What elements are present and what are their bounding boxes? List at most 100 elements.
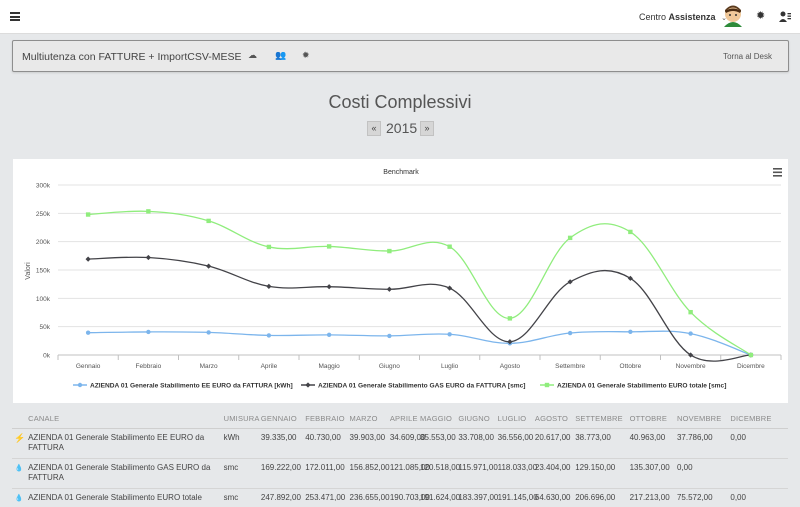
data-point[interactable] xyxy=(688,331,693,336)
table-cell: 121.085,00 xyxy=(387,458,430,489)
top-bar: Centro Assistenza ⌄ ✹ xyxy=(0,0,800,34)
data-point[interactable] xyxy=(85,256,91,262)
table-cell: 0,00 xyxy=(674,458,729,489)
chart-grid xyxy=(58,184,781,356)
data-point[interactable] xyxy=(326,284,332,290)
legend-label: AZIENDA 01 Generale Stabilimento GAS EUR… xyxy=(318,383,526,390)
assistance-center-menu[interactable]: Centro Assistenza ⌄ xyxy=(639,12,727,22)
data-point[interactable] xyxy=(567,235,573,241)
data-point[interactable] xyxy=(386,286,392,292)
data-point[interactable] xyxy=(387,333,392,339)
x-tick-label: Settembre xyxy=(555,363,585,370)
data-point[interactable] xyxy=(567,279,573,285)
x-tick-label: Ottobre xyxy=(620,363,642,370)
data-point[interactable] xyxy=(447,244,452,249)
legend-item-2[interactable]: AZIENDA 01 Generale Stabilimento GAS EUR… xyxy=(301,382,526,390)
table-cell: 169.222,00 xyxy=(258,458,304,489)
assistance-label: Assistenza xyxy=(668,12,716,22)
data-point[interactable] xyxy=(628,329,633,334)
data-point[interactable] xyxy=(146,329,151,335)
user-settings-icon[interactable] xyxy=(779,11,791,22)
y-tick-label: 100k xyxy=(36,296,51,303)
data-point[interactable] xyxy=(748,352,754,358)
data-point[interactable] xyxy=(266,333,272,338)
data-point[interactable] xyxy=(326,244,332,249)
prev-year-button[interactable]: « xyxy=(367,121,381,136)
series-line-2 xyxy=(88,256,751,362)
gas-drop-icon: 💧 xyxy=(14,494,24,502)
data-point[interactable] xyxy=(206,330,211,335)
column-header-febbraio[interactable]: FEBBRAIO xyxy=(303,408,348,429)
table-row[interactable]: 💧 AZIENDA 01 Generale Stabilimento EURO t… xyxy=(12,488,788,507)
avatar[interactable] xyxy=(723,5,743,27)
users-icon[interactable]: 👥 xyxy=(275,50,287,60)
table-cell: 129.150,00 xyxy=(573,458,628,489)
data-point[interactable] xyxy=(387,248,392,254)
chevron-down-icon: ⌄ xyxy=(721,15,727,22)
data-point[interactable] xyxy=(85,212,91,217)
x-tick-label: Dicembre xyxy=(737,363,765,370)
column-header-aprile[interactable]: APRILE xyxy=(387,408,419,429)
legend-item-3[interactable]: AZIENDA 01 Generale Stabilimento EURO to… xyxy=(540,383,726,390)
table-cell: 35.553,00 xyxy=(418,428,457,459)
data-point[interactable] xyxy=(507,339,513,345)
data-point[interactable] xyxy=(266,283,272,289)
data-point[interactable] xyxy=(326,332,332,338)
series-line-1 xyxy=(88,330,752,356)
cloud-icon[interactable]: ☁ xyxy=(248,50,257,60)
gear-icon[interactable]: ✹ xyxy=(756,10,766,22)
y-tick-label: 50k xyxy=(40,324,51,331)
x-tick-label: Maggio xyxy=(318,363,340,370)
column-header-dicembre[interactable]: DICEMBRE xyxy=(728,408,788,429)
column-header-canale[interactable]: CANALE xyxy=(26,408,222,429)
data-point[interactable] xyxy=(206,218,211,224)
column-header-gennaio[interactable]: GENNAIO xyxy=(258,408,304,429)
data-point[interactable] xyxy=(146,209,151,214)
back-to-desk-link[interactable]: Torna al Desk xyxy=(723,52,772,61)
chart-menu-icon[interactable] xyxy=(773,168,782,177)
data-point[interactable] xyxy=(266,244,272,250)
series-line-3 xyxy=(88,210,752,356)
table-row[interactable]: 💧 AZIENDA 01 Generale Stabilimento GAS EU… xyxy=(12,458,788,489)
benchmark-chart: 0k 50k 100k 150k 200k 250k 300k Gennaio Febbrai… xyxy=(25,168,782,390)
gear-icon[interactable]: ✹ xyxy=(302,50,310,60)
table-cell: 135.307,00 xyxy=(627,458,675,489)
legend-item-1[interactable]: AZIENDA 01 Generale Stabilimento EE EURO… xyxy=(73,383,293,390)
column-header-marzo[interactable]: MARZO xyxy=(347,408,388,429)
x-tick-label: Gennaio xyxy=(76,363,101,370)
table-cell: 20.617,00 xyxy=(532,428,574,459)
table-cell: 34.609,00 xyxy=(387,428,425,459)
table-cell: 190.703,00 xyxy=(389,492,430,502)
data-point[interactable] xyxy=(628,229,633,235)
icon-header xyxy=(12,408,27,429)
hamburger-menu-icon[interactable] xyxy=(10,12,20,21)
column-header-luglio[interactable]: LUGLIO xyxy=(495,408,533,429)
column-header-giugno[interactable]: GIUGNO xyxy=(456,408,496,429)
table-cell: smc xyxy=(221,458,259,489)
data-point[interactable] xyxy=(688,309,693,315)
assistance-prefix: Centro xyxy=(639,12,667,22)
data-point[interactable] xyxy=(507,316,513,321)
next-year-button[interactable]: » xyxy=(420,121,434,136)
table-cell: 120.518,00 xyxy=(418,458,460,489)
data-point[interactable] xyxy=(85,330,91,335)
column-header-novembre[interactable]: NOVEMBRE xyxy=(674,408,729,429)
column-header-ottobre[interactable]: OTTOBRE xyxy=(627,408,675,429)
data-point[interactable] xyxy=(567,330,573,336)
table-row[interactable]: ⚡ AZIENDA 01 Generale Stabilimento EE EUR… xyxy=(12,428,788,459)
table-cell: 206.696,00 xyxy=(575,492,616,502)
data-point[interactable] xyxy=(688,352,694,358)
column-header-settembre[interactable]: SETTEMBRE xyxy=(573,408,628,429)
column-header-maggio[interactable]: MAGGIO xyxy=(418,408,457,429)
x-tick-label: Aprile xyxy=(261,363,278,370)
data-point[interactable] xyxy=(447,285,453,291)
table-cell: 172.011,00 xyxy=(303,458,348,489)
legend-label: AZIENDA 01 Generale Stabilimento EURO to… xyxy=(557,383,726,390)
table-cell: 217.213,00 xyxy=(629,492,670,502)
data-point[interactable] xyxy=(206,263,212,269)
data-point[interactable] xyxy=(145,254,151,261)
column-header-umisura[interactable]: UMISURA xyxy=(221,408,259,429)
column-header-agosto[interactable]: AGOSTO xyxy=(532,408,574,429)
benchmark-chart-card: 0k 50k 100k 150k 200k 250k 300k Gennaio Febbrai… xyxy=(13,159,788,403)
data-point[interactable] xyxy=(447,332,452,337)
